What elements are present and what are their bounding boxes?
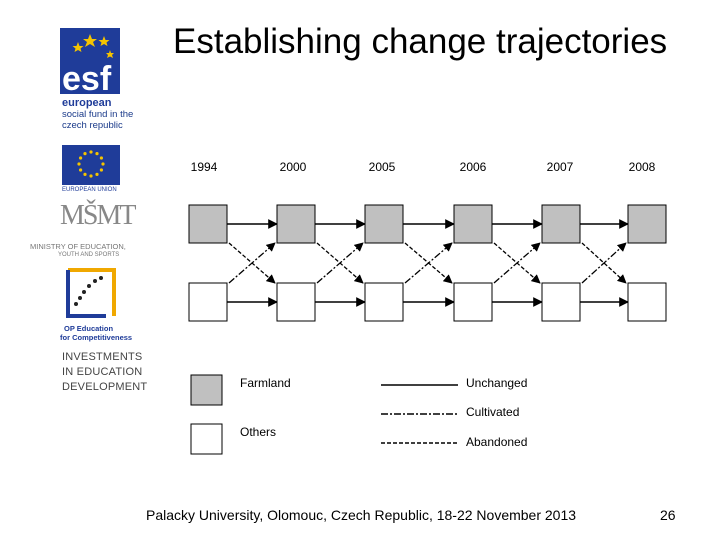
legend-others-label: Others: [240, 425, 277, 439]
farmland-box-1994: [188, 204, 228, 244]
cultivated-2005-2006: [404, 242, 453, 284]
slide-footer: Palacky University, Olomouc, Czech Repub…: [146, 507, 577, 523]
invest-line1: INVESTMENTS: [62, 351, 143, 363]
year-label-2000: 2000: [279, 160, 307, 174]
cultivated-2006-2007: [493, 242, 541, 284]
cultivated-2000-2005: [316, 242, 364, 284]
op-line1: OP Education: [64, 324, 114, 333]
eu-flag-icon: [62, 145, 120, 185]
year-label-2006: 2006: [459, 160, 487, 174]
msmt-mark: MŠMT: [60, 200, 136, 231]
others-box-2006: [453, 282, 493, 322]
year-label-1994: 1994: [190, 160, 218, 174]
esf-logo: esf european social fund in the czech re…: [60, 28, 160, 140]
esf-line3: czech republic: [62, 120, 123, 131]
logo-column: esf european social fund in the czech re…: [0, 0, 160, 420]
farmland-box-2006: [453, 204, 493, 244]
cultivated-1994-2000: [228, 242, 276, 284]
state-boxes: [188, 204, 667, 322]
investments-logo: INVESTMENTS IN EDUCATION DEVELOPMENT: [62, 350, 147, 395]
legend-unchanged-label: Unchanged: [466, 376, 528, 390]
abandoned-2007-2008: [581, 242, 627, 284]
year-label-2007: 2007: [546, 160, 574, 174]
farmland-box-2007: [541, 204, 581, 244]
others-box-2005: [364, 282, 404, 322]
flow-lines: [227, 219, 629, 307]
others-box-2000: [276, 282, 316, 322]
msmt-line2: YOUTH AND SPORTS: [58, 252, 120, 258]
slide-title: Establishing change trajectories: [173, 22, 668, 61]
eu-caption: EUROPEAN UNION: [62, 187, 117, 193]
legend-cultivated-label: Cultivated: [466, 405, 520, 419]
esf-line2: social fund in the: [62, 109, 134, 120]
others-box-2007: [541, 282, 581, 322]
op-logo: OP Education for Competitiveness: [60, 268, 160, 348]
farmland-box-2008: [627, 204, 667, 244]
farmland-box-2000: [276, 204, 316, 244]
invest-line2: IN EDUCATION: [62, 366, 143, 378]
msmt-line1: MINISTRY OF EDUCATION,: [30, 242, 126, 251]
msmt-logo: MŠMT MINISTRY OF EDUCATION, YOUTH AND SP…: [30, 200, 155, 260]
legend-farmland-label: Farmland: [240, 376, 291, 390]
year-label-2005: 2005: [368, 160, 396, 174]
op-line2: for Competitiveness: [60, 333, 133, 342]
legend-others-swatch: [190, 423, 223, 455]
page-number: 26: [660, 507, 676, 523]
year-label-2008: 2008: [628, 160, 656, 174]
eu-logo: EUROPEAN UNION: [62, 145, 122, 195]
esf-line1: european: [62, 97, 112, 109]
legend-farmland-swatch: [190, 374, 223, 406]
invest-line3: DEVELOPMENT: [62, 381, 148, 393]
others-box-2008: [627, 282, 667, 322]
others-box-1994: [188, 282, 228, 322]
farmland-box-2005: [364, 204, 404, 244]
esf-logo-icon: esf: [60, 28, 120, 98]
esf-mark: esf: [62, 60, 112, 98]
cultivated-2007-2008: [581, 242, 627, 284]
op-logo-icon: [66, 268, 116, 318]
esf-caption: european social fund in the czech republ…: [62, 97, 162, 132]
legend-abandoned-label: Abandoned: [466, 435, 528, 449]
